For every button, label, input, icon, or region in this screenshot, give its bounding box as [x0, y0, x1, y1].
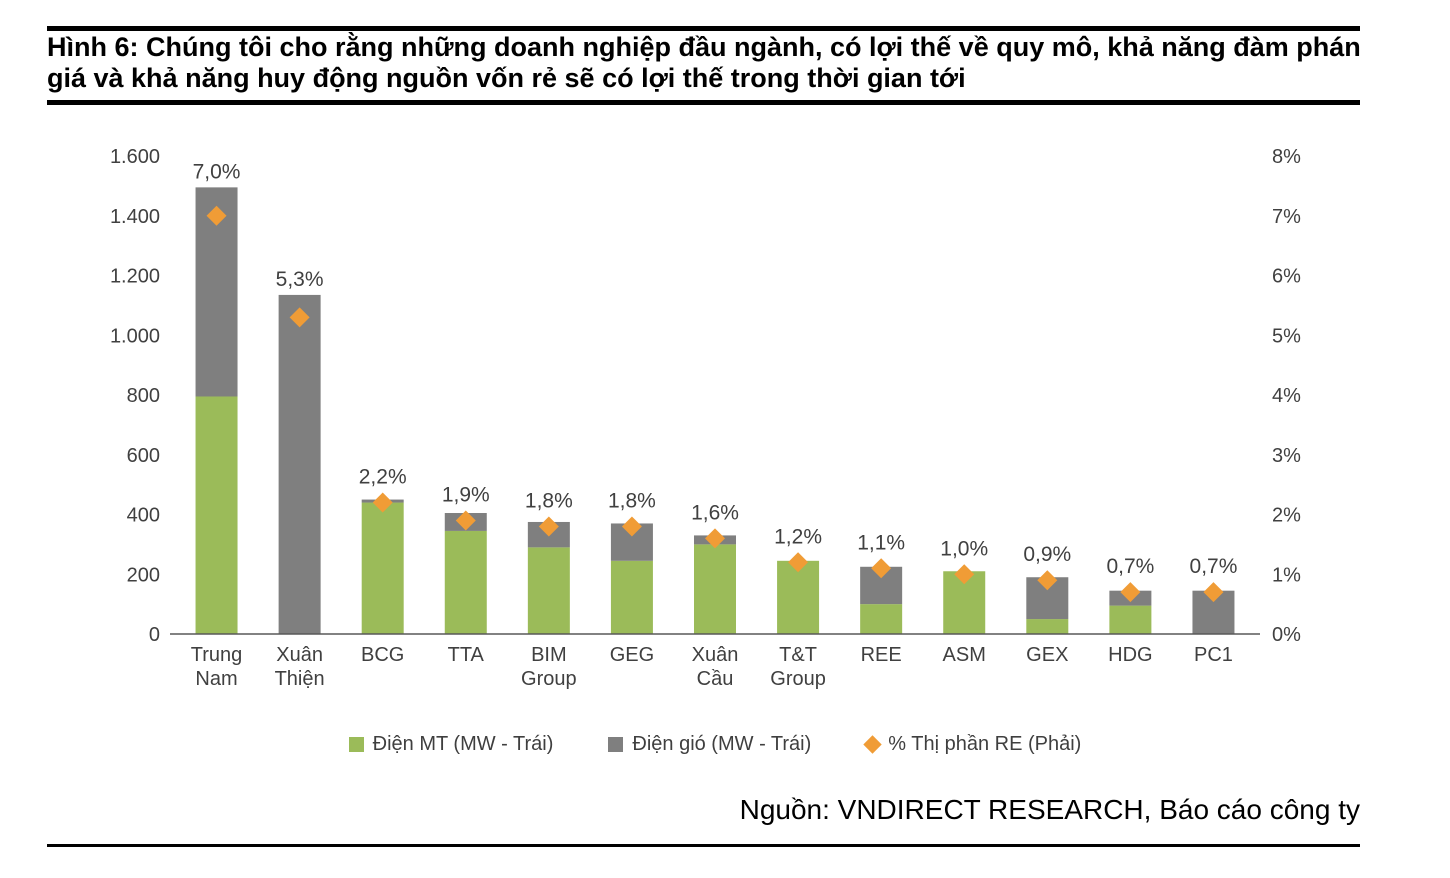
- category-label: HDG: [1108, 644, 1152, 666]
- marker-diamond: [538, 516, 559, 537]
- category-label: T&T: [779, 644, 817, 666]
- bar-segment-wind: [278, 294, 321, 634]
- category-label: BIM: [531, 644, 567, 666]
- value-label: 1,9%: [442, 483, 490, 506]
- bar-segment-solar: [860, 604, 903, 634]
- category-label: Trung: [191, 644, 243, 666]
- chart-legend: Điện MT (MW - Trái) Điện gió (MW - Trái)…: [175, 733, 1255, 756]
- left-axis-tick: 400: [127, 505, 160, 527]
- marker-diamond: [621, 516, 642, 537]
- category-label: Xuân: [692, 644, 739, 666]
- category-label: Group: [521, 668, 577, 690]
- value-label: 0,7%: [1106, 555, 1154, 578]
- left-axis-tick: 1.200: [110, 266, 160, 288]
- category-label: Group: [770, 668, 826, 690]
- marker-diamond: [788, 552, 809, 573]
- category-label: GEX: [1026, 644, 1068, 666]
- category-label: Nam: [195, 668, 237, 690]
- page-bottom-rule: [47, 844, 1360, 847]
- bar-segment-solar: [195, 396, 238, 634]
- left-axis-tick: 1.000: [110, 325, 160, 347]
- value-label: 5,3%: [276, 268, 324, 291]
- left-axis-tick: 600: [127, 445, 160, 467]
- legend-item-market-share: % Thị phần RE (Phải): [863, 733, 1082, 756]
- value-label: 1,8%: [608, 489, 656, 512]
- right-axis-tick: 4%: [1272, 385, 1301, 407]
- marker-diamond: [1120, 582, 1141, 603]
- bar-segment-solar: [1026, 619, 1069, 634]
- right-axis-tick: 1%: [1272, 564, 1301, 586]
- left-axis-tick: 200: [127, 564, 160, 586]
- marker-diamond: [289, 307, 310, 328]
- right-axis-tick: 0%: [1272, 624, 1301, 646]
- bar-segment-solar: [527, 547, 570, 634]
- legend-label-market-share: % Thị phần RE (Phải): [888, 733, 1082, 755]
- marker-diamond: [1203, 582, 1224, 603]
- right-axis-tick: 7%: [1272, 206, 1301, 228]
- legend-item-wind: Điện gió (MW - Trái): [608, 733, 811, 756]
- right-axis-tick: 6%: [1272, 266, 1301, 288]
- source-note: Nguồn: VNDIRECT RESEARCH, Báo cáo công t…: [739, 794, 1360, 825]
- right-axis-tick: 5%: [1272, 325, 1301, 347]
- right-axis-tick: 2%: [1272, 505, 1301, 527]
- value-label: 7,0%: [193, 160, 241, 183]
- legend-item-solar: Điện MT (MW - Trái): [348, 733, 554, 756]
- category-label: GEG: [610, 644, 654, 666]
- bar-segment-solar: [777, 560, 820, 634]
- category-label: ASM: [943, 644, 986, 666]
- category-label: Cầu: [697, 668, 734, 690]
- value-label: 1,6%: [691, 501, 739, 524]
- title-top-rule: [47, 26, 1360, 31]
- marker-diamond: [1037, 570, 1058, 591]
- marker-diamond: [372, 492, 393, 513]
- value-label: 2,2%: [359, 466, 407, 489]
- value-label: 0,7%: [1190, 555, 1238, 578]
- bar-segment-solar: [361, 502, 404, 634]
- value-label: 0,9%: [1023, 543, 1071, 566]
- legend-swatch-wind: [608, 737, 624, 752]
- left-axis-tick: 800: [127, 385, 160, 407]
- legend-swatch-solar: [348, 737, 364, 752]
- value-label: 1,0%: [940, 537, 988, 560]
- marker-diamond: [705, 528, 725, 549]
- bar-segment-solar: [610, 560, 653, 634]
- left-axis-tick: 1.600: [110, 146, 160, 168]
- right-axis-tick: 8%: [1272, 146, 1301, 168]
- category-label: Thiện: [275, 668, 325, 690]
- left-axis-tick: 1.400: [110, 206, 160, 228]
- marker-diamond: [871, 558, 892, 579]
- legend-label-wind: Điện gió (MW - Trái): [632, 733, 812, 755]
- bar-segment-solar: [694, 544, 736, 634]
- left-axis-tick: 0: [149, 624, 160, 646]
- value-label: 1,8%: [525, 489, 573, 512]
- right-axis-tick: 3%: [1272, 445, 1301, 467]
- title-bottom-rule: [47, 100, 1360, 105]
- legend-label-solar: Điện MT (MW - Trái): [372, 733, 554, 755]
- value-label: 1,1%: [857, 531, 905, 554]
- figure-title: Hình 6: Chúng tôi cho rằng những doanh n…: [47, 32, 1361, 93]
- bar-segment-solar: [444, 530, 487, 634]
- marker-diamond: [455, 510, 476, 531]
- legend-swatch-diamond: [863, 735, 882, 754]
- category-label: PC1: [1194, 644, 1233, 666]
- category-label: TTA: [448, 644, 485, 666]
- marker-diamond: [206, 205, 227, 226]
- marker-diamond: [954, 564, 975, 585]
- value-label: 1,2%: [774, 525, 822, 548]
- bar-segment-solar: [1109, 605, 1152, 634]
- category-label: REE: [861, 644, 902, 666]
- category-label: BCG: [361, 644, 404, 666]
- category-label: Xuân: [276, 644, 323, 666]
